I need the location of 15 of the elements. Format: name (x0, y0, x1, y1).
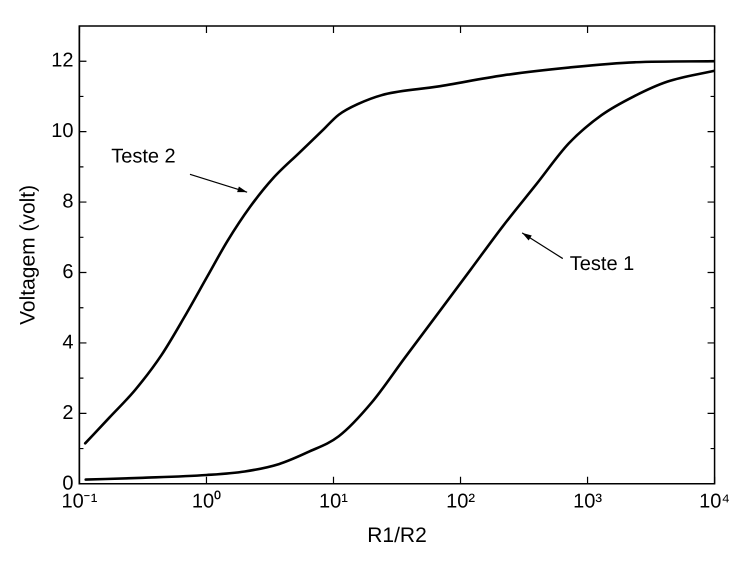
y-tick-label: 4 (62, 331, 74, 354)
x-tick-label: 10² (446, 490, 476, 512)
y-tick-label: 12 (51, 50, 74, 72)
x-tick-label: 10⁰ (192, 489, 222, 512)
x-tick-label: 10³ (573, 490, 602, 512)
x-tick-label: 10¹ (319, 490, 348, 512)
y-tick-label: 2 (62, 402, 74, 424)
y-tick-label: 6 (62, 261, 74, 284)
annotation: Teste 1 (570, 253, 634, 276)
x-tick-label: 10⁴ (699, 490, 730, 512)
y-tick-label: 8 (62, 190, 74, 213)
y-tick-label: 10 (51, 120, 74, 142)
annotation: Teste 2 (111, 145, 176, 168)
y-axis-title: Voltagem (volt) (16, 184, 40, 325)
x-axis-title: R1/R2 (367, 524, 427, 548)
